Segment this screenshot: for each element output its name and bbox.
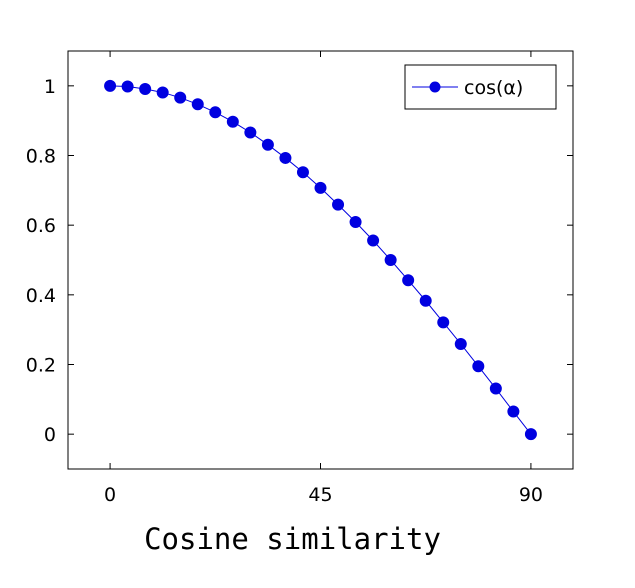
data-point [121, 80, 134, 93]
data-point [419, 294, 432, 307]
data-point [139, 82, 152, 95]
data-point [402, 274, 415, 287]
x-tick-label: 90 [519, 484, 543, 506]
y-tick-label: 0.8 [26, 146, 56, 168]
data-point [261, 138, 274, 151]
data-point [104, 79, 117, 92]
data-point [454, 337, 467, 350]
cosine-chart: 0 45 90 0 0.2 0.4 0.6 0.8 1 cos(α) [26, 50, 574, 506]
data-point [437, 316, 450, 329]
y-tick-label: 0.4 [26, 285, 56, 307]
data-point [156, 86, 169, 99]
data-point [296, 166, 309, 179]
legend: cos(α) [404, 64, 557, 110]
data-point [209, 106, 222, 119]
y-tick-label: 0.2 [26, 355, 56, 377]
x-tick-label: 45 [308, 484, 332, 506]
data-point [244, 126, 257, 139]
data-point [472, 360, 485, 373]
data-point [384, 254, 397, 266]
data-point [349, 216, 362, 229]
data-point [489, 382, 502, 395]
x-tick-label: 0 [104, 484, 116, 506]
legend-box [404, 64, 557, 110]
y-tick-label: 1 [44, 76, 56, 98]
data-point [279, 151, 292, 164]
data-point [226, 115, 239, 128]
series-line [110, 85, 532, 435]
data-point [332, 198, 345, 211]
data-point [174, 91, 187, 104]
series-layer [104, 79, 537, 441]
data-point [367, 234, 380, 247]
figure-caption: Cosine similarity [144, 522, 441, 556]
legend-label: cos(α) [464, 77, 523, 99]
data-point [524, 428, 537, 441]
y-tick-label: 0.6 [26, 215, 56, 237]
axis-ticks: 0 45 90 0 0.2 0.4 0.6 0.8 1 [26, 51, 573, 506]
y-tick-label: 0 [44, 424, 56, 446]
data-point [191, 98, 204, 111]
legend-marker-swatch [429, 81, 441, 93]
data-point [507, 405, 520, 418]
data-point [314, 181, 327, 194]
plot-frame [67, 50, 574, 470]
